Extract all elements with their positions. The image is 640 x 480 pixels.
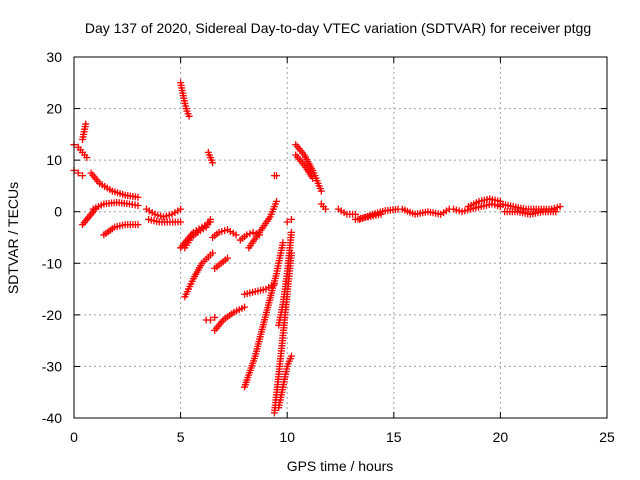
series-arc-07: [100, 221, 142, 239]
data-point: [134, 202, 142, 210]
y-tick-labels: -40 -30 -20 -10 0 10 20 30: [42, 49, 62, 426]
series-arc-30: [317, 200, 330, 213]
data-point: [224, 254, 232, 262]
data-point: [82, 120, 90, 128]
series-arc-06: [79, 205, 99, 229]
data-point: [241, 303, 249, 311]
series-arc-04: [87, 169, 142, 201]
data-marks: [70, 79, 564, 417]
y-tick-label: 10: [46, 152, 62, 168]
series-arc-22: [241, 239, 287, 391]
series-arc-03: [70, 166, 87, 180]
chart-title: Day 137 of 2020, Sidereal Day-to-day VTE…: [85, 20, 591, 36]
y-axis-label: SDTVAR / TECUs: [5, 182, 21, 294]
series-arc-24: [275, 228, 295, 329]
series-arc-39: [501, 208, 560, 218]
data-point: [185, 112, 193, 120]
data-point: [377, 210, 385, 218]
series-arc-33: [351, 210, 385, 223]
x-tick-label: 25: [599, 429, 615, 445]
y-tick-label: 20: [46, 101, 62, 117]
data-point: [206, 215, 214, 223]
data-point: [287, 228, 295, 236]
data-point: [556, 203, 564, 211]
data-point: [283, 218, 291, 226]
x-axis-label: GPS time / hours: [287, 458, 394, 474]
data-point: [322, 205, 330, 213]
data-point: [552, 208, 560, 216]
data-point: [246, 230, 254, 238]
x-tick-labels: 0 5 10 15 20 25: [70, 429, 615, 445]
grid-lines: [74, 57, 607, 418]
x-tick-label: 5: [177, 429, 185, 445]
series-arc-18: [211, 303, 249, 334]
data-point: [232, 231, 240, 239]
data-point: [309, 174, 317, 182]
data-point: [209, 159, 217, 167]
y-tick-label: -30: [42, 358, 62, 374]
x-tick-label: 20: [493, 429, 509, 445]
data-point: [209, 249, 217, 257]
y-tick-label: -10: [42, 255, 62, 271]
data-point: [243, 231, 251, 239]
y-tick-label: 0: [54, 204, 62, 220]
y-tick-label: -20: [42, 307, 62, 323]
data-point: [287, 352, 295, 360]
data-point: [211, 313, 219, 321]
series-arc-29: [292, 151, 317, 182]
series-arc-19: [236, 228, 263, 244]
series-arc-28: [292, 141, 325, 195]
series-arc-13: [181, 249, 217, 301]
data-point: [279, 239, 287, 247]
data-point: [177, 205, 185, 213]
series-arc-05: [89, 198, 142, 213]
series-arc-25: [275, 352, 295, 412]
series-arc-01: [70, 141, 91, 162]
x-tick-label: 15: [386, 429, 402, 445]
data-point: [134, 221, 142, 229]
data-point: [134, 193, 142, 201]
series-arc-26: [270, 172, 281, 180]
data-point: [273, 172, 281, 180]
series-arc-08: [142, 205, 185, 221]
series-arc-16: [209, 226, 240, 241]
x-tick-label: 10: [279, 429, 295, 445]
data-point: [273, 197, 281, 205]
series-arc-34: [398, 205, 453, 218]
plot-frame: [73, 56, 608, 419]
series-arc-15: [202, 313, 219, 324]
series-arc-10: [177, 79, 193, 120]
data-point: [317, 187, 325, 195]
data-point: [177, 218, 185, 226]
axis-ticks: [73, 56, 608, 419]
series-arc-20: [245, 197, 281, 252]
series-arc-21: [241, 280, 278, 298]
series-arc-17: [211, 254, 232, 272]
data-point: [249, 228, 257, 236]
data-point: [74, 169, 82, 177]
y-tick-label: -40: [42, 410, 62, 426]
data-point: [79, 172, 87, 180]
y-tick-label: 30: [46, 49, 62, 65]
series-arc-09: [145, 215, 185, 226]
data-point: [206, 316, 214, 324]
series-arc-12: [181, 215, 214, 252]
series-arc-14: [204, 148, 217, 167]
data-point: [287, 215, 295, 223]
series-arc-27: [283, 215, 295, 226]
series-arc-02: [79, 120, 90, 144]
data-point: [83, 154, 91, 162]
data-point: [91, 205, 99, 213]
x-tick-label: 0: [70, 429, 78, 445]
